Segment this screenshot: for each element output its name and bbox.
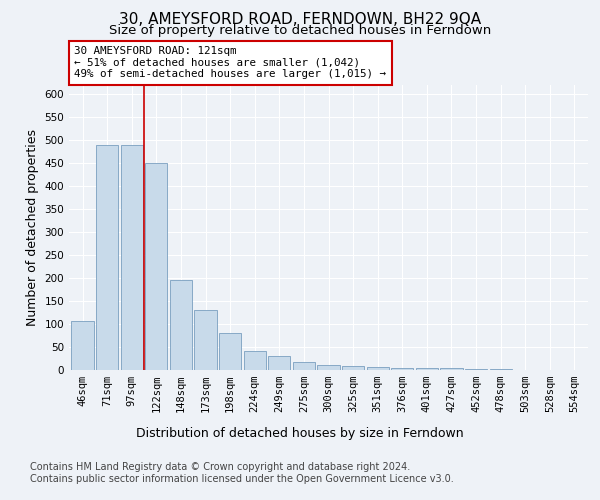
Bar [416, 368, 438, 370]
Bar [145, 163, 167, 370]
Bar [71, 321, 94, 370]
Bar [96, 145, 118, 370]
Bar [244, 350, 266, 370]
Bar [268, 356, 290, 370]
Bar [367, 367, 389, 370]
Bar [342, 366, 364, 370]
Y-axis label: Number of detached properties: Number of detached properties [26, 129, 39, 326]
Bar [391, 368, 413, 370]
Bar [317, 366, 340, 370]
Text: Contains HM Land Registry data © Crown copyright and database right 2024.
Contai: Contains HM Land Registry data © Crown c… [30, 462, 454, 484]
Bar [440, 368, 463, 370]
Text: Distribution of detached houses by size in Ferndown: Distribution of detached houses by size … [136, 428, 464, 440]
Bar [219, 333, 241, 370]
Bar [170, 280, 192, 370]
Text: 30, AMEYSFORD ROAD, FERNDOWN, BH22 9QA: 30, AMEYSFORD ROAD, FERNDOWN, BH22 9QA [119, 12, 481, 28]
Text: 30 AMEYSFORD ROAD: 121sqm
← 51% of detached houses are smaller (1,042)
49% of se: 30 AMEYSFORD ROAD: 121sqm ← 51% of detac… [74, 46, 386, 80]
Bar [121, 145, 143, 370]
Bar [465, 369, 487, 370]
Bar [490, 369, 512, 370]
Text: Size of property relative to detached houses in Ferndown: Size of property relative to detached ho… [109, 24, 491, 37]
Bar [194, 310, 217, 370]
Bar [293, 362, 315, 370]
